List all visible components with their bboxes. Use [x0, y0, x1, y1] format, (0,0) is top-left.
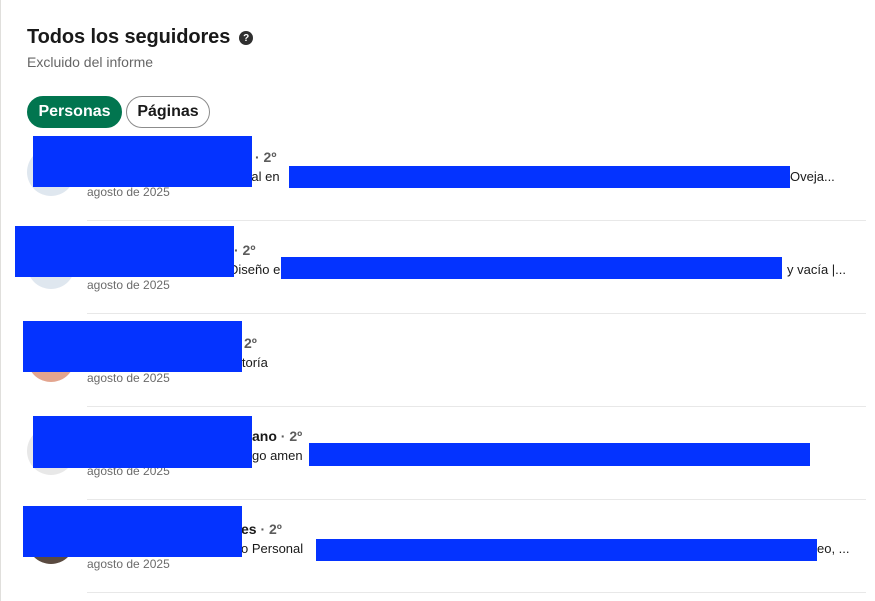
follower-name[interactable]: · 2º: [234, 242, 255, 258]
redaction-box: [33, 136, 252, 187]
redaction-box: [33, 416, 252, 468]
connection-degree: · 2º: [234, 242, 256, 258]
headline-start: o Personal: [241, 541, 304, 556]
connection-degree: · 2º: [255, 149, 277, 165]
redaction-box: [309, 443, 810, 466]
connection-degree: · 2º: [260, 521, 282, 537]
page-title: Todos los seguidores: [27, 26, 231, 48]
follower-name[interactable]: ano · 2º: [252, 428, 302, 444]
row-divider: [87, 406, 866, 407]
page-subtitle: Excluido del informe: [27, 54, 154, 70]
follower-headline: go amen: [252, 448, 303, 463]
connection-degree: · 2º: [280, 428, 303, 444]
headline-start: itoría: [239, 355, 268, 370]
follower-headline-end: y vacía |...: [787, 262, 847, 277]
follower-headline: Diseño e: [229, 262, 280, 277]
redaction-box: [281, 257, 782, 279]
follower-headline: o Personal: [241, 541, 303, 556]
row-divider: [87, 220, 866, 221]
row-divider: [87, 499, 866, 500]
follower-name[interactable]: 2º: [244, 335, 257, 351]
follower-row[interactable]: · 2º Diseño e y vacía |... agosto de 202…: [1, 221, 875, 314]
name-suffix: ano: [252, 428, 277, 444]
headline-start: go amen: [252, 448, 303, 463]
follower-row[interactable]: 2º itoría agosto de 2025: [1, 314, 875, 407]
name-suffix: es: [241, 521, 257, 537]
filter-pills: Personas Páginas: [27, 96, 210, 128]
row-divider: [87, 592, 866, 593]
follower-headline-end: Oveja...: [790, 169, 835, 184]
redaction-box: [23, 321, 242, 372]
follower-row[interactable]: · 2º cial en Oveja... agosto de 2025: [1, 128, 875, 221]
follower-name[interactable]: · 2º: [255, 149, 276, 165]
follow-date: agosto de 2025: [87, 371, 170, 385]
redaction-box: [23, 506, 242, 557]
follower-row[interactable]: es · 2º o Personal eo, ... agosto de 202…: [1, 500, 875, 593]
row-divider: [87, 313, 866, 314]
redaction-box: [289, 166, 790, 188]
follower-headline-end: eo, ...: [817, 541, 850, 556]
follow-date: agosto de 2025: [87, 557, 170, 571]
follower-name[interactable]: es · 2º: [241, 521, 282, 537]
filter-paginas-button[interactable]: Páginas: [126, 96, 210, 128]
follower-row[interactable]: ano · 2º go amen agosto de 2025: [1, 407, 875, 500]
redaction-box: [15, 226, 234, 277]
follow-date: agosto de 2025: [87, 278, 170, 292]
follower-headline: itoría: [239, 355, 268, 370]
filter-personas-button[interactable]: Personas: [27, 96, 122, 128]
headline-start: Diseño e: [229, 262, 281, 277]
redaction-box: [316, 539, 817, 561]
title-row: Todos los seguidores ?: [27, 26, 254, 49]
connection-degree: 2º: [244, 335, 257, 351]
follow-date: agosto de 2025: [87, 185, 170, 199]
help-icon[interactable]: ?: [239, 31, 254, 45]
